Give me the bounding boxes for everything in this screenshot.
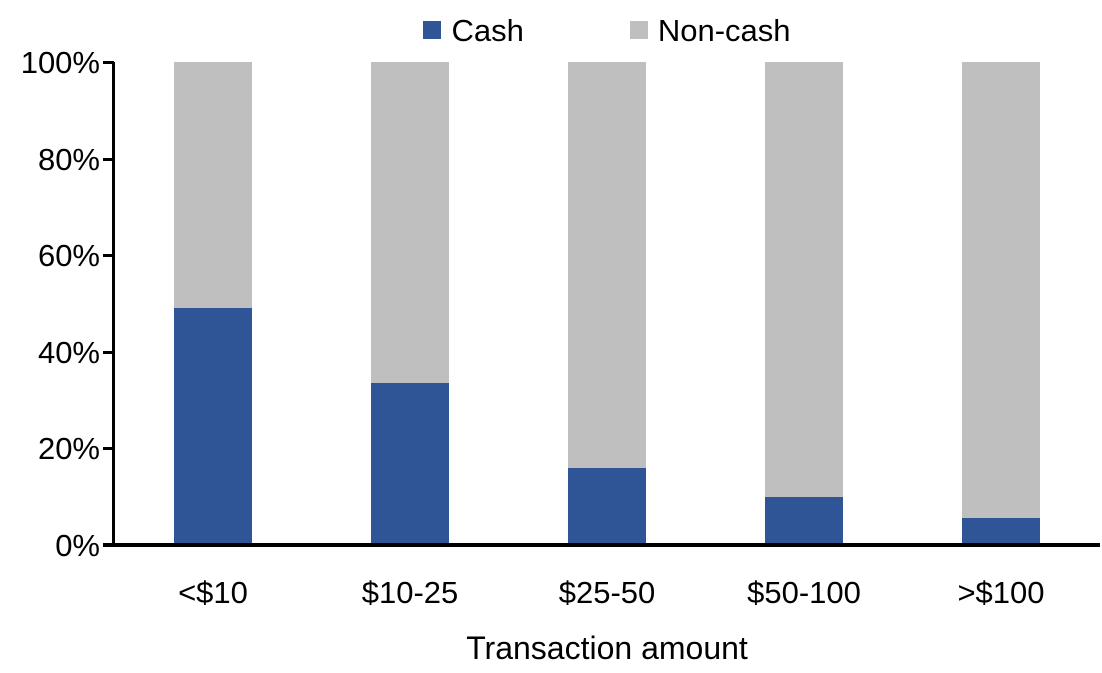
bar-segment-non-cash-2: [568, 62, 646, 468]
y-axis-tick: [103, 254, 114, 257]
x-axis-title: Transaction amount: [466, 630, 748, 666]
legend-swatch-icon: [423, 21, 442, 39]
y-axis-line: [112, 62, 115, 547]
legend-label: Cash: [451, 12, 524, 48]
legend-label: Non-cash: [657, 12, 791, 48]
y-axis-tick: [103, 447, 114, 450]
bar-segment-cash-2: [568, 468, 646, 545]
x-category-label: $25-50: [558, 575, 656, 610]
bar-segment-non-cash-4: [962, 62, 1040, 518]
y-tick-label: 60%: [37, 238, 100, 273]
bar-segment-non-cash-3: [765, 62, 843, 497]
bar-segment-cash-0: [174, 308, 252, 545]
x-category-label: <$10: [178, 575, 248, 610]
bar-segment-cash-4: [962, 518, 1040, 545]
y-tick-label: 100%: [20, 45, 100, 80]
legend-item-cash: Cash: [423, 12, 524, 48]
y-tick-label: 20%: [37, 431, 100, 466]
y-axis-tick: [103, 351, 114, 354]
chart-legend: Cash Non-cash: [114, 12, 1100, 48]
y-tick-label: 80%: [37, 142, 100, 177]
x-category-label: $10-25: [361, 575, 459, 610]
bar-segment-cash-3: [765, 497, 843, 545]
bar-segment-non-cash-1: [371, 62, 449, 383]
legend-item-non-cash: Non-cash: [629, 12, 791, 48]
y-tick-label: 0%: [55, 528, 100, 563]
y-axis-tick: [103, 61, 114, 64]
x-axis-line: [103, 543, 1100, 547]
x-category-label: >$100: [957, 575, 1045, 610]
bar-segment-cash-1: [371, 383, 449, 545]
x-category-label: $50-100: [747, 575, 861, 610]
y-axis-tick: [103, 158, 114, 161]
y-tick-label: 40%: [37, 335, 100, 370]
bar-segment-non-cash-0: [174, 62, 252, 308]
legend-swatch-icon: [629, 21, 648, 39]
